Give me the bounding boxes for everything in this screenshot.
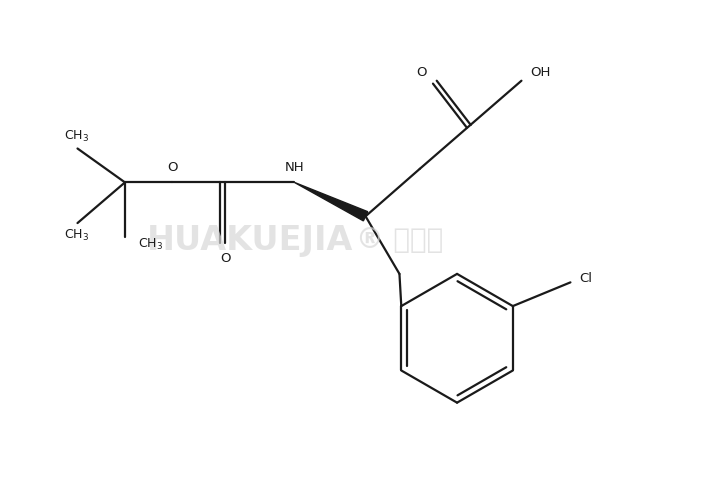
Text: HUAKUEJIA: HUAKUEJIA [147,224,353,256]
Text: NH: NH [284,161,304,174]
Text: O: O [167,161,177,174]
Text: CH$_3$: CH$_3$ [63,129,89,144]
Text: O: O [417,66,427,79]
Text: Cl: Cl [579,273,592,286]
Text: CH$_3$: CH$_3$ [138,237,163,252]
Text: OH: OH [530,66,551,79]
Text: CH$_3$: CH$_3$ [63,228,89,243]
Text: ® 化学加: ® 化学加 [356,226,443,254]
Text: O: O [220,252,230,265]
Polygon shape [294,182,367,221]
